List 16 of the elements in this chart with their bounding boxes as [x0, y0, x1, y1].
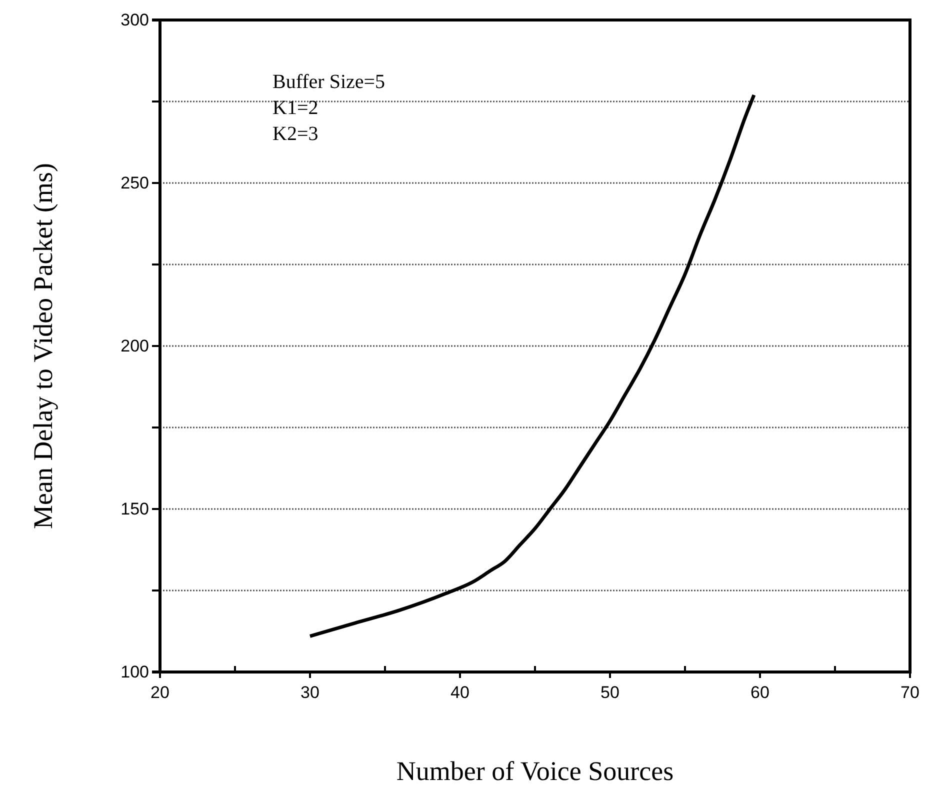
annotation: K1=2 [272, 97, 318, 119]
y-tick-label: 300 [120, 10, 149, 30]
x-tick-label: 40 [450, 683, 470, 702]
y-tick-label: 150 [120, 499, 149, 518]
x-tick-label: 50 [600, 683, 620, 702]
y-tick-label: 200 [120, 336, 149, 356]
x-tick-label: 20 [150, 683, 170, 702]
x-tick-label: 30 [300, 683, 320, 702]
x-tick-label: 60 [750, 683, 770, 702]
annotation: K2=3 [272, 123, 318, 145]
y-tick-label: 100 [120, 662, 149, 682]
annotation: Buffer Size=5 [272, 71, 386, 93]
x-axis-title: Number of Voice Sources [396, 756, 674, 786]
y-axis-title: Mean Delay to Video Packet (ms) [28, 162, 58, 530]
x-tick-label: 70 [900, 683, 920, 702]
y-tick-label: 250 [120, 173, 149, 192]
